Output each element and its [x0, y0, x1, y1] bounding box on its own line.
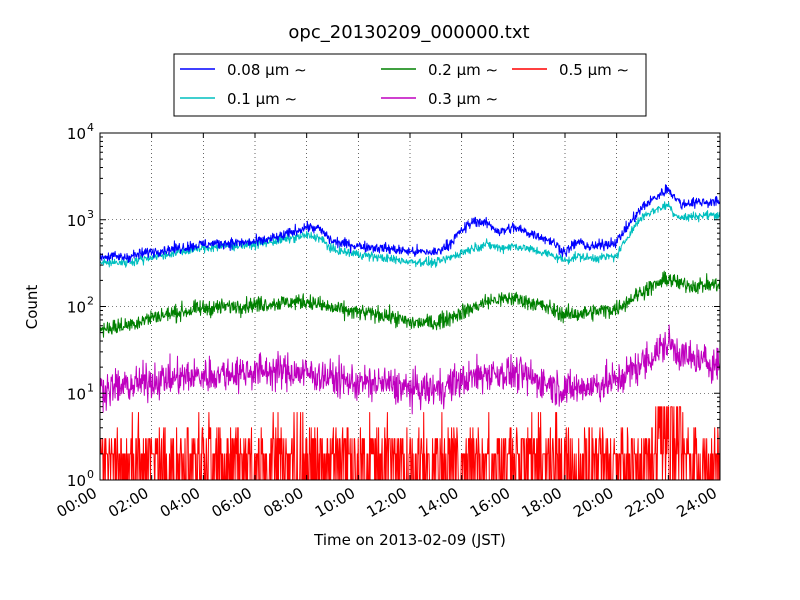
legend-label: 0.1 μm ∼ — [227, 90, 297, 108]
y-tick-exponent: 0 — [87, 468, 94, 481]
legend: 0.08 μm ∼ 0.1 μm ∼ 0.2 μm ∼ 0.3 μm ∼ 0.5 μm … — [173, 53, 647, 117]
y-tick-exponent: 1 — [87, 381, 94, 394]
legend-label: 0.3 μm ∼ — [428, 90, 498, 108]
legend-label: 0.5 μm ∼ — [559, 61, 629, 79]
series-line — [99, 201, 721, 268]
legend-label: 0.2 μm ∼ — [428, 61, 498, 79]
series-layer — [99, 184, 721, 481]
y-tick-label: 10 — [67, 472, 86, 490]
y-tick-exponent: 2 — [87, 295, 94, 308]
series-line — [99, 324, 721, 415]
y-axis-label: Count — [23, 285, 41, 330]
legend-label: 0.08 μm ∼ — [227, 61, 307, 79]
y-tick-label: 10 — [67, 299, 86, 317]
legend-box — [173, 53, 647, 117]
chart-title: opc_20130209_000000.txt — [288, 22, 529, 43]
y-tick-label: 10 — [67, 125, 86, 143]
y-tick-label: 10 — [67, 385, 86, 403]
series-line — [99, 184, 721, 263]
y-tick-exponent: 4 — [87, 121, 94, 134]
y-tick-label: 10 — [67, 212, 86, 230]
x-axis-label: Time on 2013-02-09 (JST) — [313, 531, 506, 549]
series-line — [99, 406, 721, 481]
y-tick-exponent: 3 — [87, 208, 94, 221]
series-line — [99, 270, 721, 338]
